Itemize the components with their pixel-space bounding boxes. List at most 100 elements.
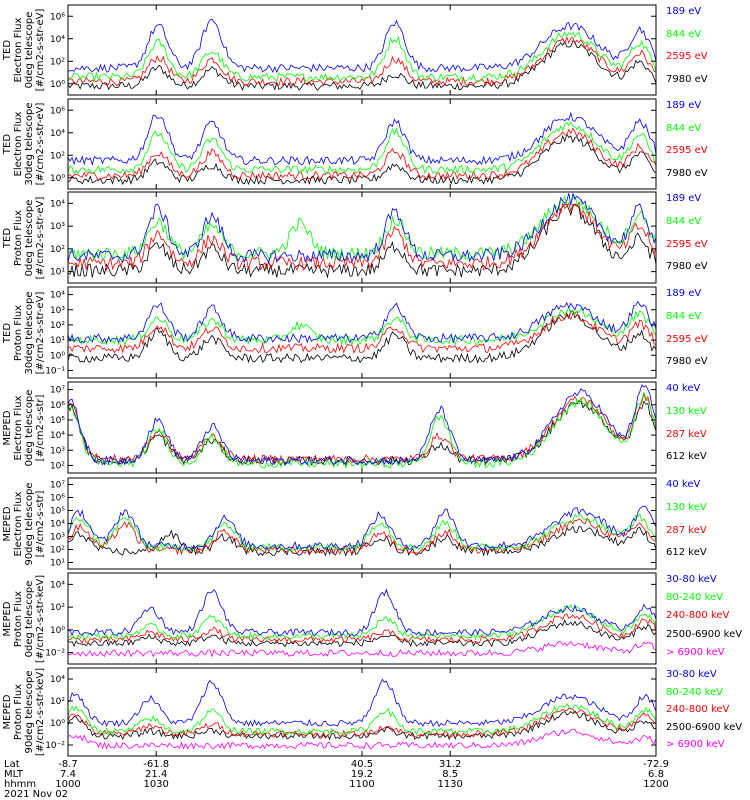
legend-entry: 2500-6900 keV (666, 628, 743, 640)
series-line-3-4 (67, 193, 657, 264)
y-tick-label: 10² (50, 245, 65, 255)
y-tick-label: 10⁵ (50, 416, 65, 426)
y-axis-title: TED Proton Flux 30deg telescope [#/cm2-s… (2, 290, 46, 375)
panel-8: 10⁻² 10⁰ 10² 10⁴ (45, 667, 657, 757)
y-axis-title: MEPED Proton Flux 0deg telescope [#/cm2-… (2, 574, 46, 663)
legend-entry: 7980 eV (666, 261, 708, 273)
y-tick-label: 10⁴ (50, 35, 65, 45)
y-tick-label: 10⁴ (50, 291, 65, 301)
series-line-3-2 (67, 201, 657, 272)
y-tick-label: 10⁻² (45, 741, 65, 751)
legend-entry: 189 eV (666, 100, 702, 111)
x-tick-label-mlt: 8.5 (442, 769, 459, 780)
y-tick-label: 10⁶ (50, 106, 65, 116)
legend-entry: 612 keV (666, 547, 707, 559)
hhmm-row-label: hhmm (4, 779, 37, 790)
legend-entry: 2595 eV (666, 145, 708, 156)
legend-entry: 612 keV (666, 451, 707, 463)
legend-entry: 7980 eV (666, 73, 708, 85)
y-tick-label: 10⁷ (50, 481, 65, 491)
y-tick-label: 10⁰ (50, 626, 65, 636)
series-line-5-2 (67, 392, 657, 465)
series-line-2-4 (67, 111, 657, 166)
legend-entry: 130 keV (666, 501, 707, 513)
y-axis-title: MEPED Electron Flux 90deg telescope [#/c… (2, 481, 46, 566)
y-tick-label: 10¹ (50, 559, 65, 569)
x-tick-label-lat: 31.2 (439, 759, 462, 770)
series-line-2-2 (67, 127, 657, 181)
x-tick-label-lat: -61.8 (143, 759, 170, 770)
series-line-6-2 (67, 518, 657, 556)
legend-entry: 844 eV (666, 122, 702, 134)
y-axis-title: TED Electron Flux 0deg telescope [#/cm2-… (2, 8, 46, 92)
series-line-8-3 (67, 707, 657, 738)
y-tick-label: 10⁶ (50, 401, 65, 411)
series-line-7-4 (67, 604, 657, 641)
y-tick-label: 10³ (50, 222, 65, 232)
series-line-5-4 (67, 384, 657, 466)
panel-frame (67, 4, 657, 96)
x-tick-label-lat: 40.5 (350, 759, 374, 770)
series-line-5-3 (67, 391, 657, 469)
lat-row-label: Lat (4, 759, 20, 770)
y-tick-label: 10² (50, 57, 65, 67)
y-tick-label: 10⁴ (50, 129, 65, 139)
series-line-8-4 (67, 702, 657, 736)
mlt-row-label: MLT (4, 769, 23, 780)
series-line-4-2 (67, 311, 657, 354)
series-line-2-1 (67, 133, 657, 186)
y-tick-label: 10⁰ (50, 719, 65, 729)
legend-entry: 2595 eV (666, 238, 708, 250)
y-tick-label: 10⁵ (50, 507, 65, 517)
y-tick-label: 10² (50, 697, 65, 707)
series-line-4-3 (67, 306, 657, 346)
series-line-8-2 (67, 710, 657, 741)
legend-entry: 40 keV (666, 383, 701, 394)
x-tick-label-mlt: 19.2 (350, 769, 374, 780)
legend-entry: 40 keV (666, 479, 701, 490)
y-tick-label: 10³ (50, 306, 65, 316)
legend-entry: 80-240 keV (666, 686, 724, 698)
y-tick-label: 10⁴ (50, 431, 65, 441)
panel-frame (67, 572, 657, 665)
panel-frame (67, 286, 657, 379)
series-line-1-2 (67, 35, 657, 87)
y-axis-title: MEPED Electron Flux 0deg telescope [#/cm… (2, 389, 46, 466)
legend-entry: 189 eV (666, 193, 702, 204)
y-tick-label: 10¹ (50, 336, 65, 346)
legend-entry: 189 eV (666, 6, 702, 17)
series-line-1-1 (67, 40, 657, 91)
y-axis-title: TED Electron Flux 30deg telescope [#/cm2… (2, 102, 46, 186)
x-tick-label-mlt: 21.4 (145, 769, 168, 780)
legend-entry: 2595 eV (666, 333, 708, 345)
y-tick-label: 10⁰ (50, 80, 65, 90)
series-line-8-5 (67, 678, 657, 728)
y-tick-label: 10⁴ (50, 199, 65, 209)
y-tick-label: 10⁴ (50, 675, 65, 685)
series-line-4-4 (67, 300, 657, 344)
y-tick-label: 10³ (50, 446, 65, 456)
panel-frame (67, 98, 657, 190)
series-line-7-3 (67, 613, 657, 644)
legend-entry: 2595 eV (666, 51, 708, 62)
panel-frame (67, 381, 657, 474)
y-tick-label: 10² (50, 151, 65, 161)
series-line-8-1 (67, 728, 657, 750)
x-tick-label-mlt: 7.4 (60, 769, 76, 780)
series-line-3-1 (67, 203, 657, 279)
y-tick-label: 10¹ (50, 268, 65, 278)
legend-entry: 287 keV (666, 524, 707, 536)
panel-7: 10⁻² 10⁰ 10² 10⁴ (45, 572, 657, 665)
legend-entry: 30-80 keV (666, 669, 717, 680)
y-tick-label: 10² (50, 321, 65, 331)
y-axis-title: MEPED Proton Flux 90deg telescope [#/cm2… (2, 667, 46, 757)
x-tick-label-lat: -72.9 (643, 759, 669, 770)
legend-entry: 844 eV (666, 310, 702, 322)
y-tick-label: 10⁴ (50, 580, 65, 590)
y-axis-title: TED Proton Flux 0deg telescope [#/cm2-s-… (2, 196, 46, 279)
panel-frame (67, 477, 657, 570)
panel-4: 10⁻¹ 10⁰ 10¹ 10² 10³ 10⁴ (45, 286, 657, 379)
y-tick-label: 10⁻¹ (45, 366, 65, 376)
